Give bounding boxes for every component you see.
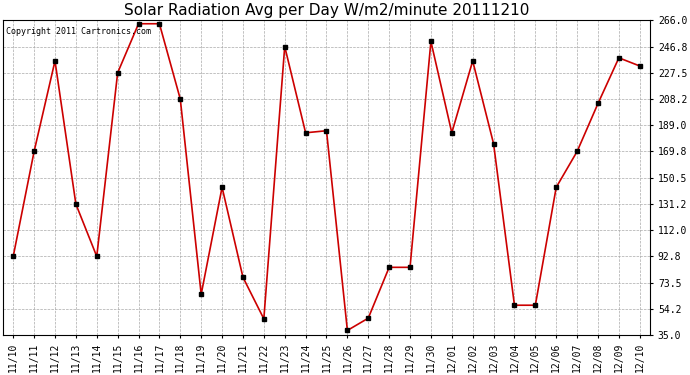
Text: Copyright 2011 Cartronics.com: Copyright 2011 Cartronics.com [6,27,151,36]
Title: Solar Radiation Avg per Day W/m2/minute 20111210: Solar Radiation Avg per Day W/m2/minute … [124,3,529,18]
